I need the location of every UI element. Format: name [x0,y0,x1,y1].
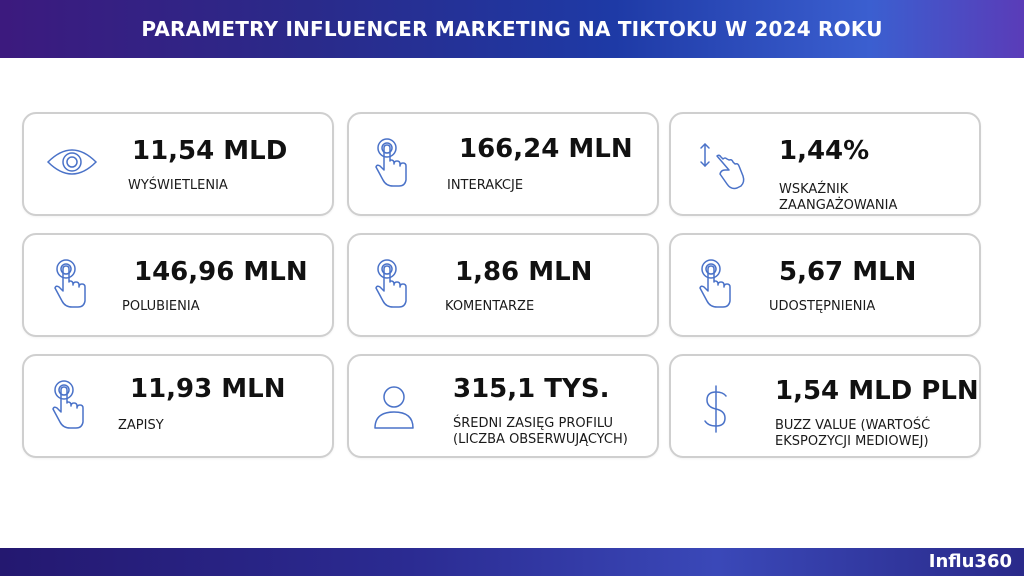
stat-card-interactions: 166,24 MLN INTERAKCJE [347,112,659,216]
header-banner: PARAMETRY INFLUENCER MARKETING NA TIKTOK… [0,0,1024,58]
stat-label: POLUBIENIA [122,299,200,314]
stat-label: WYŚWIETLENIA [128,178,228,193]
tap-finger-icon [373,259,413,313]
brand-logo: Influ360 [928,551,1012,572]
stat-label: KOMENTARZE [445,299,535,314]
stat-value: 11,93 MLN [130,374,286,404]
stat-card-shares: 5,67 MLN UDOSTĘPNIENIA [669,233,981,337]
stat-value: 1,54 MLD PLN [775,376,979,406]
stat-value: 5,67 MLN [779,257,917,287]
stat-value: 11,54 MLD [132,136,288,166]
tap-finger-icon [373,138,413,192]
stat-value: 315,1 TYS. [453,374,610,404]
tap-finger-icon [52,259,92,313]
footer-bar: Influ360 [0,548,1024,576]
stat-card-buzz-value: 1,54 MLD PLN BUZZ VALUE (WARTOŚĆ EKSPOZY… [669,354,981,458]
stat-value: 1,44% [779,136,870,166]
swipe-gesture-icon [693,140,747,192]
stat-card-views: 11,54 MLD WYŚWIETLENIA [22,112,334,216]
stat-label: ZAPISY [118,418,164,433]
stat-value: 166,24 MLN [459,134,633,164]
stat-value: 146,96 MLN [134,257,308,287]
stat-card-reach: 315,1 TYS. ŚREDNI ZASIĘG PROFILU (LICZBA… [347,354,659,458]
stat-label: ZAANGAŻOWANIA [779,198,898,213]
dollar-icon [701,384,731,434]
tap-finger-icon [50,380,90,434]
stat-card-comments: 1,86 MLN KOMENTARZE [347,233,659,337]
stat-card-likes: 146,96 MLN POLUBIENIA [22,233,334,337]
stat-value: 1,86 MLN [455,257,593,287]
user-icon [371,384,417,430]
stat-label: INTERAKCJE [447,178,524,193]
stat-label: BUZZ VALUE (WARTOŚĆ [775,418,931,433]
stat-label: WSKAŹNIK [779,182,849,197]
stat-label: ŚREDNI ZASIĘG PROFILU [453,416,614,431]
stat-card-saves: 11,93 MLN ZAPISY [22,354,334,458]
stat-card-engagement: 1,44% WSKAŹNIK ZAANGAŻOWANIA [669,112,981,216]
eye-icon [46,144,98,180]
stat-label: UDOSTĘPNIENIA [769,299,876,314]
tap-finger-icon [697,259,737,313]
page-title: PARAMETRY INFLUENCER MARKETING NA TIKTOK… [141,17,883,41]
stat-label: EKSPOZYCJI MEDIOWEJ) [775,434,929,449]
stat-label: (LICZBA OBSERWUJĄCYCH) [453,432,628,447]
